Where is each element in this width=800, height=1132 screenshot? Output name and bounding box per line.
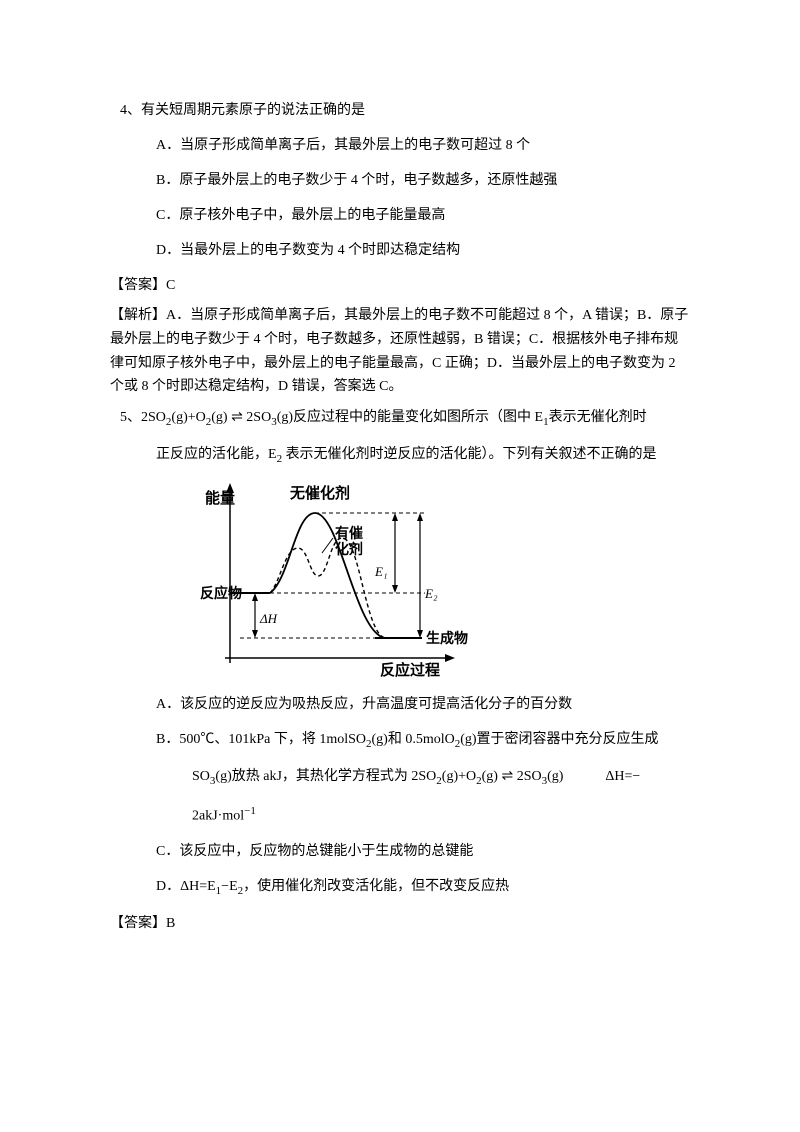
svg-text:能量: 能量 — [205, 489, 235, 507]
svg-text:化剂: 化剂 — [335, 541, 363, 558]
q5-option-a: A．该反应的逆反应为吸热反应，升高温度可提高活化分子的百分数 — [120, 694, 690, 715]
q5-stem-line2: 正反应的活化能，E2 表示无催化剂时逆反应的活化能）。下列有关叙述不正确的是 — [120, 444, 690, 467]
q4-answer: 【答案】C — [110, 275, 690, 296]
q5-line2b: 表示无催化剂时逆反应的活化能）。下列有关叙述不正确的是 — [282, 447, 657, 462]
q4-option-c: C．原子核外电子中，最外层上的电子能量最高 — [120, 205, 690, 226]
q4-stem: 4、有关短周期元素原子的说法正确的是 — [120, 100, 690, 121]
q5b-l2e: (g) ΔH=− — [547, 769, 640, 784]
q5-option-b-line3: 2akJ·mol−1 — [120, 803, 690, 827]
svg-text:反应物: 反应物 — [200, 585, 242, 602]
svg-text:生成物: 生成物 — [426, 630, 468, 647]
q5-option-d: D．ΔH=E1−E2，使用催化剂改变活化能，但不改变反应热 — [120, 876, 690, 899]
q5b-l2b: (g)放热 akJ，其热化学方程式为 2SO — [215, 769, 436, 784]
q5-stem-part1: 5、2SO — [120, 410, 166, 425]
q5-energy-diagram: 能量 反应过程 无催化剂 有催 化剂 反应物 生成物 ΔH E₁ E₂ — [200, 478, 690, 678]
svg-text:E₁: E₁ — [374, 564, 387, 579]
q5-stem-part4: (g)反应过程中的能量变化如图所示（图中 E — [277, 410, 543, 425]
q5-stem: 5、2SO2(g)+O2(g) ⇌ 2SO3(g)反应过程中的能量变化如图所示（… — [120, 407, 690, 430]
energy-diagram-svg: 能量 反应过程 无催化剂 有催 化剂 反应物 生成物 ΔH E₁ E₂ — [200, 478, 500, 678]
svg-text:反应过程: 反应过程 — [380, 661, 440, 678]
q5-option-b: B．500℃、101kPa 下，将 1molSO2(g)和 0.5molO2(g… — [120, 729, 690, 752]
q5-option-b-line2: SO3(g)放热 akJ，其热化学方程式为 2SO2(g)+O2(g) ⇌ 2S… — [120, 766, 690, 789]
q5b-mid2: (g)置于密闭容器中充分反应生成 — [460, 732, 658, 747]
q5d-mid: −E — [221, 879, 237, 894]
q5b-l2a: SO — [192, 769, 210, 784]
q5-stem-part2: (g)+O — [171, 410, 205, 425]
q5b-l3: 2akJ·mol — [192, 809, 244, 824]
svg-text:E₂: E₂ — [424, 586, 438, 601]
q4-option-d: D．当最外层上的电子数变为 4 个时即达稳定结构 — [120, 240, 690, 261]
q5d-post: ，使用催化剂改变活化能，但不改变反应热 — [243, 879, 509, 894]
q5-line2a: 正反应的活化能，E — [156, 447, 277, 462]
q5-stem-part3: (g) ⇌ 2SO — [211, 410, 271, 425]
q5b-mid1: (g)和 0.5molO — [372, 732, 455, 747]
q4-analysis: 【解析】A．当原子形成简单离子后，其最外层上的电子数不可能超过 8 个，A 错误… — [110, 304, 690, 399]
q5-stem-part5: 表示无催化剂时 — [549, 410, 647, 425]
q5b-l2c: (g)+O — [442, 769, 476, 784]
svg-text:ΔH: ΔH — [259, 611, 278, 626]
q5d-pre: D．ΔH=E — [156, 879, 216, 894]
q5-option-c: C．该反应中，反应物的总键能小于生成物的总键能 — [120, 841, 690, 862]
q5b-pre: B．500℃、101kPa 下，将 1molSO — [156, 732, 366, 747]
q5b-l2d: (g) ⇌ 2SO — [482, 769, 542, 784]
q5b-l3sup: −1 — [244, 805, 256, 817]
svg-text:有催: 有催 — [335, 525, 363, 542]
q4-option-a: A．当原子形成简单离子后，其最外层上的电子数可超过 8 个 — [120, 135, 690, 156]
q4-option-b: B．原子最外层上的电子数少于 4 个时，电子数越多，还原性越强 — [120, 170, 690, 191]
q5-answer: 【答案】B — [110, 913, 690, 934]
svg-text:无催化剂: 无催化剂 — [289, 484, 350, 502]
